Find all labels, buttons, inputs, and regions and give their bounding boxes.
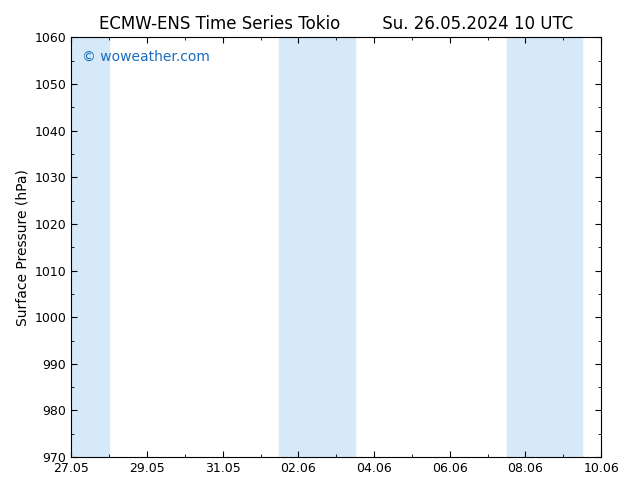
Bar (280, 37, 355, 457)
Y-axis label: Surface Pressure (hPa): Surface Pressure (hPa) (15, 169, 29, 326)
Title: ECMW-ENS Time Series Tokio        Su. 26.05.2024 10 UTC: ECMW-ENS Time Series Tokio Su. 26.05.202… (99, 15, 573, 33)
Bar (71, 37, 109, 457)
Bar (507, 37, 582, 457)
Text: © woweather.com: © woweather.com (82, 50, 210, 64)
